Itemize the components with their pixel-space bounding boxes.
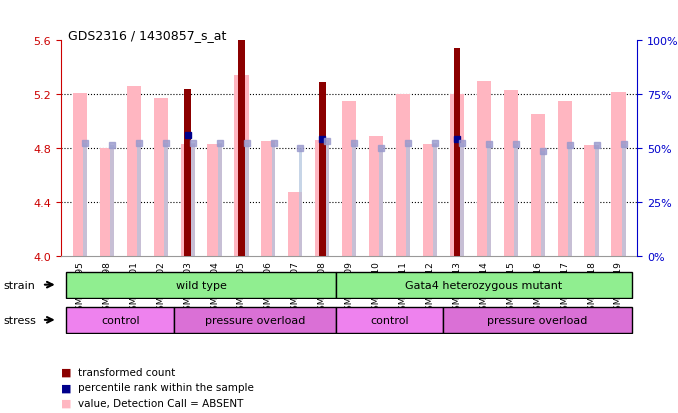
Text: transformed count: transformed count (78, 367, 175, 377)
Bar (514, 145, 518, 256)
Text: Gata4 heterozygous mutant: Gata4 heterozygous mutant (405, 280, 563, 290)
Bar (531, 115, 544, 256)
Bar (450, 95, 464, 256)
Bar (319, 83, 325, 256)
Bar (184, 90, 191, 256)
Text: pressure overload: pressure overload (487, 315, 588, 325)
Text: pressure overload: pressure overload (205, 315, 305, 325)
Bar (622, 145, 626, 256)
Bar (272, 143, 275, 256)
Bar (423, 145, 437, 256)
Bar (541, 151, 544, 256)
Bar (164, 143, 167, 256)
Text: GDS2316 / 1430857_s_at: GDS2316 / 1430857_s_at (68, 29, 226, 42)
Text: stress: stress (3, 315, 36, 325)
Bar (433, 143, 437, 256)
Bar (504, 91, 518, 256)
Bar (207, 145, 222, 256)
Bar (137, 143, 141, 256)
Bar (568, 146, 572, 256)
Text: percentile rank within the sample: percentile rank within the sample (78, 382, 254, 392)
Text: ■: ■ (61, 398, 71, 408)
Bar (110, 146, 114, 256)
Text: value, Detection Call = ABSENT: value, Detection Call = ABSENT (78, 398, 243, 408)
Bar (487, 145, 491, 256)
Bar (73, 94, 87, 256)
Bar (396, 95, 410, 256)
Bar (460, 143, 464, 256)
Bar (235, 76, 249, 256)
Bar (238, 41, 245, 256)
Bar (100, 149, 114, 256)
Bar (218, 143, 222, 256)
Bar (380, 149, 383, 256)
Text: control: control (101, 315, 140, 325)
Text: strain: strain (3, 280, 35, 290)
Text: ■: ■ (61, 382, 71, 392)
FancyBboxPatch shape (66, 307, 174, 333)
Bar (454, 49, 460, 256)
Text: ■: ■ (61, 367, 71, 377)
FancyBboxPatch shape (443, 307, 632, 333)
Bar (288, 193, 302, 256)
Bar (315, 140, 330, 256)
Text: control: control (370, 315, 409, 325)
Text: wild type: wild type (176, 280, 226, 290)
Bar (83, 143, 87, 256)
FancyBboxPatch shape (336, 272, 632, 298)
Bar (261, 142, 275, 256)
Bar (612, 92, 626, 256)
Bar (477, 81, 491, 256)
FancyBboxPatch shape (66, 272, 336, 298)
Bar (584, 146, 599, 256)
Bar (557, 102, 572, 256)
Bar (353, 143, 356, 256)
Bar (406, 143, 410, 256)
Bar (325, 142, 330, 256)
Bar (127, 87, 141, 256)
Bar (369, 137, 383, 256)
Bar (154, 99, 167, 256)
FancyBboxPatch shape (336, 307, 443, 333)
FancyBboxPatch shape (174, 307, 336, 333)
Bar (180, 145, 195, 256)
Bar (342, 102, 356, 256)
Bar (595, 146, 599, 256)
Bar (245, 143, 249, 256)
Bar (191, 143, 195, 256)
Bar (298, 149, 302, 256)
